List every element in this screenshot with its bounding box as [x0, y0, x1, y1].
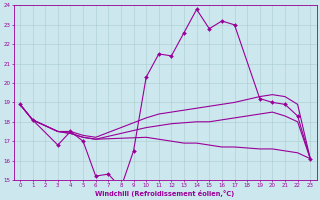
X-axis label: Windchill (Refroidissement éolien,°C): Windchill (Refroidissement éolien,°C) — [95, 190, 235, 197]
